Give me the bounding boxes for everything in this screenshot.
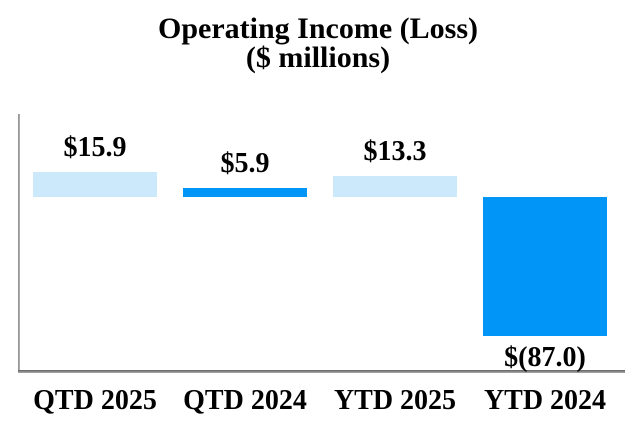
chart-title-line1: Operating Income (Loss)	[158, 12, 478, 45]
x-axis-category-label: YTD 2025	[333, 385, 457, 416]
x-axis-category-label: QTD 2024	[183, 385, 307, 416]
bar-qtd-2025	[33, 171, 157, 197]
chart-title-line2: ($ millions)	[245, 41, 391, 74]
bar-ytd-2024	[483, 197, 607, 337]
bar-qtd-2024	[183, 187, 307, 197]
bar-ytd-2025	[333, 175, 457, 197]
bar-value-label: $5.9	[220, 147, 270, 179]
bar-group-ytd-2024: $(87.0) YTD 2024	[483, 0, 607, 440]
x-axis-line	[18, 370, 625, 373]
bar-group-qtd-2024: $5.9 QTD 2024	[183, 0, 307, 440]
bar-value-label: $13.3	[363, 135, 427, 167]
bar-value-label: $15.9	[63, 131, 127, 163]
bar-value-label: $(87.0)	[504, 342, 586, 374]
y-axis-line	[18, 114, 20, 373]
chart-title: Operating Income (Loss) ($ millions)	[0, 12, 636, 74]
bar-group-qtd-2025: $15.9 QTD 2025	[33, 0, 157, 440]
x-axis-category-label: QTD 2025	[33, 385, 157, 416]
bar-group-ytd-2025: $13.3 YTD 2025	[333, 0, 457, 440]
x-axis-category-label: YTD 2024	[483, 385, 607, 416]
